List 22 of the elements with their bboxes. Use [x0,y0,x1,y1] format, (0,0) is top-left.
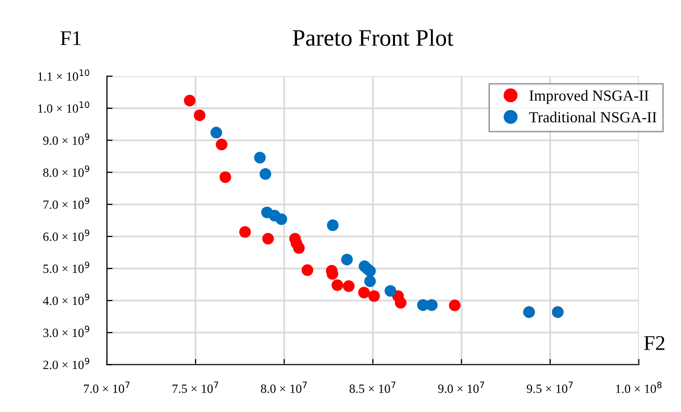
y-tick-label: 3.0 × 10$^{9}$ [43,326,90,338]
y-tick-label: 1.1 × 10$^{10}$ [38,69,90,81]
y-tick-label: 4.0 × 10$^{9}$ [42,294,90,306]
y-tick-label: 7.0 × 10$^{9}$ [44,198,90,209]
x-tick-label: 7.0 × 10$^{7}$ [84,382,130,393]
x-tick-label: 8.0 × 10$^{7}$ [260,382,307,393]
y-tick-label: 5.0 × 10$^{9}$ [43,262,90,274]
x-tick-label: 9.5 × 10$^{7}$ [526,382,573,393]
y-axis-title: F1 [60,31,81,46]
y-tick-label: 1.0 × 10$^{10}$ [38,101,90,113]
legend-label: Improved NSGA-II [529,90,648,104]
x-tick-label: 8.5 × 10$^{7}$ [350,382,396,393]
y-tick-label: 8.0 × 10$^{9}$ [43,165,90,177]
x-tick-label: 1.0 × 10$^{8}$ [616,382,662,394]
chart-title: Pareto Front Plot [292,29,454,46]
y-tick-label: 6.0 × 10$^{9}$ [43,230,90,242]
y-tick-label: 2.0 × 10$^{9}$ [43,358,90,370]
legend-label: Traditional NSGA-II [529,112,656,122]
x-tick-label: 7.5 × 10$^{7}$ [172,382,218,393]
y-tick-label: 9.0 × 10$^{9}$ [43,133,90,145]
x-axis-title: F2 [644,336,664,350]
x-tick-label: 9.0 × 10$^{7}$ [438,382,484,393]
